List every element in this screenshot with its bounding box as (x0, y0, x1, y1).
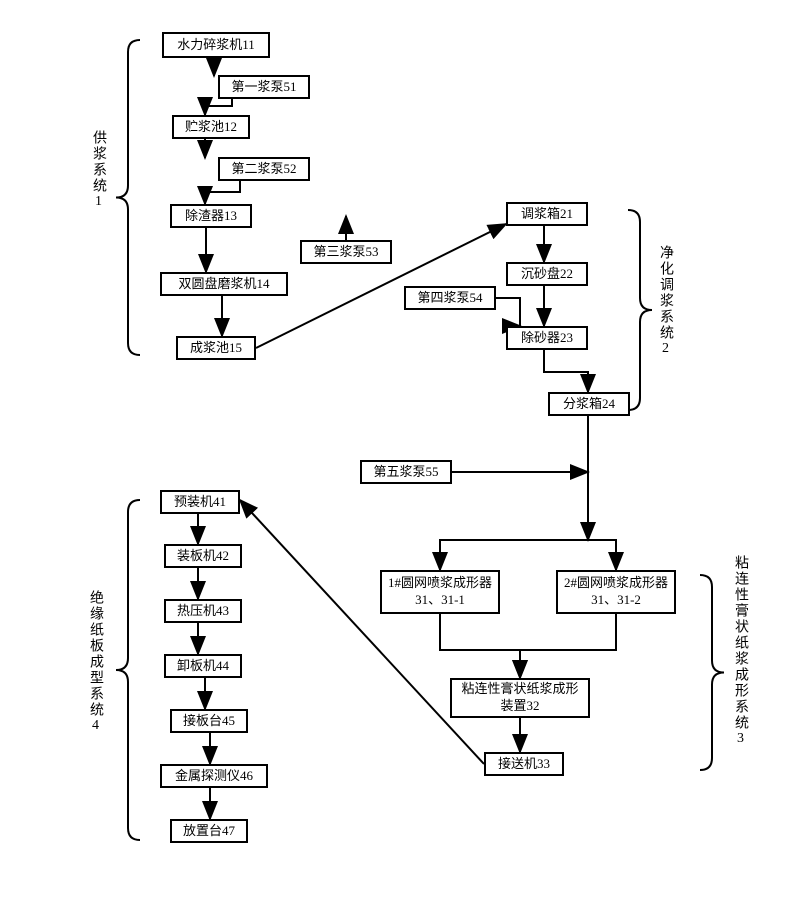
node-n13: 除渣器13 (170, 204, 252, 228)
node-n44: 卸板机44 (164, 654, 242, 678)
node-n11: 水力碎浆机11 (162, 32, 270, 58)
label-sys2: 净化调浆系统2 (655, 245, 675, 358)
node-p53: 第三浆泵53 (300, 240, 392, 264)
node-p55: 第五浆泵55 (360, 460, 452, 484)
node-n14: 双圆盘磨浆机14 (160, 272, 288, 296)
node-n12: 贮浆池12 (172, 115, 250, 139)
node-n22: 沉砂盘22 (506, 262, 588, 286)
node-n43: 热压机43 (164, 599, 242, 623)
node-p51: 第一浆泵51 (218, 75, 310, 99)
node-n42: 装板机42 (164, 544, 242, 568)
label-sys3: 粘连性膏状纸浆成形系统3 (730, 555, 750, 748)
label-sys4: 绝缘纸板成型系统4 (85, 590, 105, 735)
node-n33: 接送机33 (484, 752, 564, 776)
node-n47: 放置台47 (170, 819, 248, 843)
node-n31_1: 1#圆网喷浆成形器31、31-1 (380, 570, 500, 614)
node-p54: 第四浆泵54 (404, 286, 496, 310)
node-n23: 除砂器23 (506, 326, 588, 350)
node-n46: 金属探测仪46 (160, 764, 268, 788)
node-n41: 预装机41 (160, 490, 240, 514)
label-sys1: 供浆系统1 (88, 130, 108, 211)
node-p52: 第二浆泵52 (218, 157, 310, 181)
node-n21: 调浆箱21 (506, 202, 588, 226)
node-n45: 接板台45 (170, 709, 248, 733)
node-n15: 成浆池15 (176, 336, 256, 360)
node-n31_2: 2#圆网喷浆成形器31、31-2 (556, 570, 676, 614)
node-n32: 粘连性膏状纸浆成形装置32 (450, 678, 590, 718)
node-n24: 分浆箱24 (548, 392, 630, 416)
